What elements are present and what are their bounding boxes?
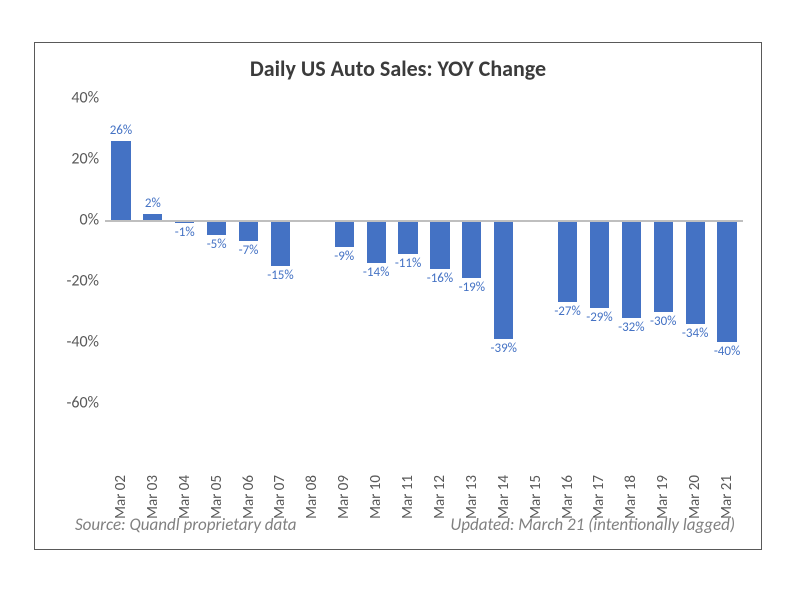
bar-slot: -19% bbox=[456, 98, 488, 403]
footer-source: Source: Quandl proprietary data bbox=[75, 514, 297, 535]
bar-slot: 2% bbox=[137, 98, 169, 403]
x-axis-line bbox=[105, 220, 743, 222]
bar-slot: -27% bbox=[552, 98, 584, 403]
bar-value-label: -9% bbox=[325, 249, 363, 264]
bar bbox=[239, 220, 258, 241]
bar bbox=[367, 220, 386, 263]
bar-slot: -5% bbox=[201, 98, 233, 403]
bar-value-label: 26% bbox=[102, 123, 140, 138]
bar bbox=[207, 220, 226, 235]
bar-slot: -29% bbox=[584, 98, 616, 403]
bar bbox=[271, 220, 290, 266]
chart-title: Daily US Auto Sales: YOY Change bbox=[35, 55, 761, 82]
bar bbox=[654, 220, 673, 312]
bar-value-label: 2% bbox=[134, 196, 172, 211]
bar-slot: -15% bbox=[265, 98, 297, 403]
bar-slot: -34% bbox=[679, 98, 711, 403]
bar-slot: -39% bbox=[488, 98, 520, 403]
plot-area: 26%2%-1%-5%-7%-15%-9%-14%-11%-16%-19%-39… bbox=[105, 98, 743, 403]
bar-slot bbox=[520, 98, 552, 403]
bar bbox=[335, 220, 354, 247]
x-axis-labels: Mar 02Mar 03Mar 04Mar 05Mar 06Mar 07Mar … bbox=[105, 411, 743, 481]
footer-updated: Updated: March 21 (intentionally lagged) bbox=[450, 514, 735, 535]
bar-value-label: -19% bbox=[453, 280, 491, 295]
bar-slot bbox=[296, 98, 328, 403]
bar bbox=[494, 220, 513, 339]
bar-slot: -1% bbox=[169, 98, 201, 403]
bar bbox=[717, 220, 736, 342]
bar-slot: -40% bbox=[711, 98, 743, 403]
bar bbox=[686, 220, 705, 324]
bar-slot: -9% bbox=[328, 98, 360, 403]
chart-frame: Daily US Auto Sales: YOY Change 26% 2%-1%… bbox=[34, 42, 762, 550]
bar-value-label: -34% bbox=[676, 326, 714, 341]
bar-value-label: -40% bbox=[708, 344, 746, 359]
bar-slot: -7% bbox=[233, 98, 265, 403]
y-tick-label: 0% bbox=[79, 211, 99, 230]
y-tick-label: -60% bbox=[66, 394, 99, 413]
bar bbox=[111, 141, 130, 220]
bar bbox=[622, 220, 641, 318]
y-tick-label: 20% bbox=[71, 150, 99, 169]
bar-value-label: -15% bbox=[261, 268, 299, 283]
y-tick-label: 40% bbox=[71, 89, 99, 108]
bar bbox=[430, 220, 449, 269]
bar-value-label: -7% bbox=[229, 243, 267, 258]
bar bbox=[558, 220, 577, 302]
bar-slot: -32% bbox=[615, 98, 647, 403]
bar-slot: -14% bbox=[360, 98, 392, 403]
y-tick-label: -20% bbox=[66, 272, 99, 291]
y-tick-label: -40% bbox=[66, 333, 99, 352]
bar-value-label: -39% bbox=[485, 341, 523, 356]
bar-slot: -16% bbox=[424, 98, 456, 403]
bar bbox=[398, 220, 417, 254]
bar-slot: -11% bbox=[392, 98, 424, 403]
bars-container: 26%2%-1%-5%-7%-15%-9%-14%-11%-16%-19%-39… bbox=[105, 98, 743, 403]
bar bbox=[462, 220, 481, 278]
bar-slot: -30% bbox=[647, 98, 679, 403]
bar bbox=[590, 220, 609, 308]
chart-footer: Source: Quandl proprietary data Updated:… bbox=[75, 514, 735, 535]
bar-slot: 26% bbox=[105, 98, 137, 403]
bar-value-label: -11% bbox=[389, 256, 427, 271]
